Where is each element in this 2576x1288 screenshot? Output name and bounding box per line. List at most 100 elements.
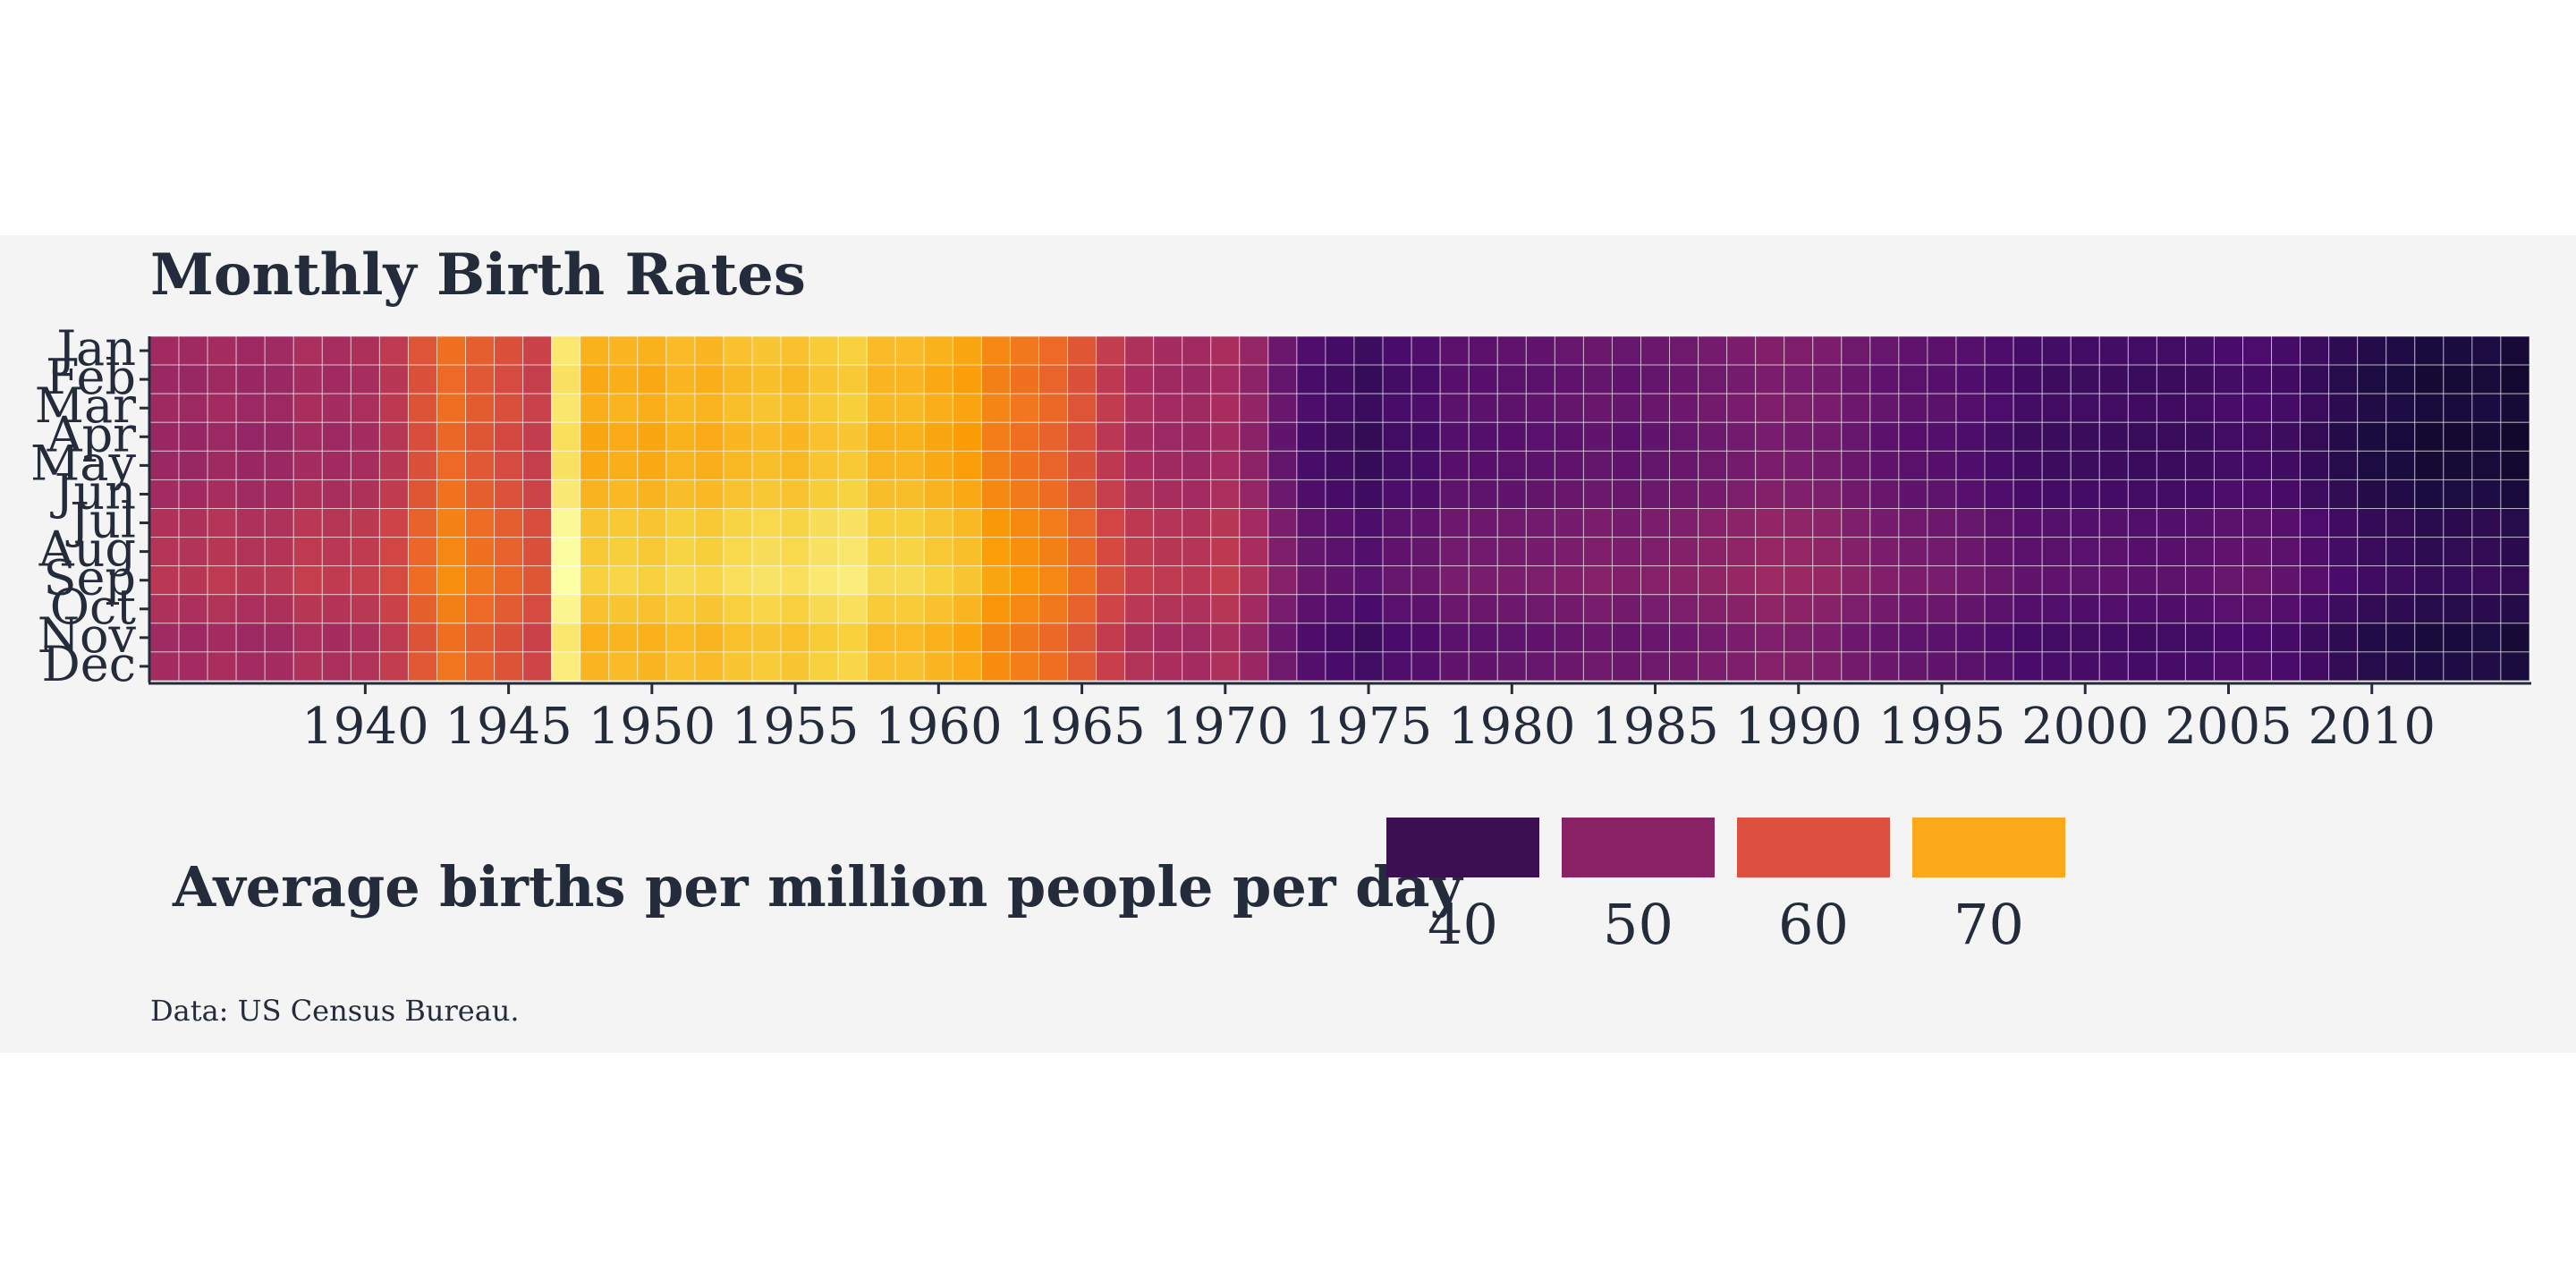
heatmap-cell: [1726, 537, 1757, 567]
heatmap-cell: [809, 508, 839, 538]
heatmap-cell: [1525, 364, 1555, 394]
x-axis: 1940 1945 1950 1955 1960 1965 1970 1975 1980 1985…: [148, 682, 2531, 756]
legend-title: Average births per million people per da…: [172, 854, 1464, 919]
heatmap-cell: [751, 421, 782, 452]
heatmap-cell: [178, 335, 208, 366]
heatmap-cell: [1468, 565, 1498, 596]
heatmap-cell: [1239, 565, 1269, 596]
heatmap-cell: [980, 537, 1011, 567]
heatmap-cell: [494, 364, 524, 394]
heatmap-cell: [1353, 565, 1384, 596]
heatmap-cell: [2012, 651, 2043, 682]
heatmap-cell: [1898, 393, 1928, 423]
heatmap-cell: [1726, 393, 1757, 423]
heatmap-cell: [894, 479, 925, 510]
heatmap-cell: [1153, 364, 1183, 394]
heatmap-cell: [2471, 421, 2502, 452]
heatmap-cell: [321, 479, 352, 510]
heatmap-cell: [2385, 393, 2416, 423]
heatmap-cell: [608, 565, 639, 596]
heatmap-cell: [2041, 537, 2072, 567]
heatmap-cell: [465, 537, 496, 567]
heatmap-cell: [436, 479, 467, 510]
heatmap-cell: [1927, 651, 1957, 682]
heatmap-cell: [2070, 479, 2100, 510]
heatmap-cell: [2184, 450, 2215, 480]
heatmap-cell: [1869, 450, 1900, 480]
heatmap-cell: [1353, 651, 1384, 682]
heatmap-cell: [1841, 508, 1871, 538]
heatmap-cell: [1038, 651, 1069, 682]
heatmap-cell: [2242, 421, 2273, 452]
heatmap-cell: [1009, 594, 1039, 624]
heatmap-cell: [2500, 393, 2530, 423]
heatmap-cell: [1496, 594, 1527, 624]
heatmap-cell: [1669, 594, 1699, 624]
legend-label: 60: [1778, 892, 1849, 957]
heatmap-cell: [2098, 335, 2129, 366]
heatmap-cell: [1582, 335, 1613, 366]
heatmap-cell: [178, 537, 208, 567]
heatmap-cell: [2357, 364, 2387, 394]
heatmap-cell: [2328, 537, 2359, 567]
heatmap-cell: [1698, 537, 1728, 567]
heatmap-cell: [837, 393, 868, 423]
heatmap-cell: [1784, 421, 1814, 452]
x-tick-label: 1970: [1162, 698, 1290, 756]
heatmap-cell: [235, 537, 266, 567]
heatmap-cell: [2070, 594, 2100, 624]
heatmap-cell: [292, 537, 323, 567]
heatmap-cell: [1124, 393, 1155, 423]
heatmap-cell: [321, 450, 352, 480]
heatmap-cell: [1353, 335, 1384, 366]
heatmap-cell: [1411, 651, 1441, 682]
heatmap-cell: [580, 364, 610, 394]
heatmap-cell: [1755, 594, 1785, 624]
x-tick-label: 2000: [2021, 698, 2149, 756]
heatmap-cell: [1325, 565, 1355, 596]
heatmap-cell: [1841, 364, 1871, 394]
legend-label: 50: [1603, 892, 1674, 957]
heatmap-cell: [1038, 479, 1069, 510]
heatmap-cell: [1267, 364, 1298, 394]
heatmap-cell: [149, 565, 180, 596]
heatmap-cell: [494, 565, 524, 596]
heatmap-cell: [1582, 565, 1613, 596]
heatmap-cell: [2070, 537, 2100, 567]
heatmap-cell: [235, 421, 266, 452]
heatmap-cell: [1669, 450, 1699, 480]
heatmap-cell: [1239, 508, 1269, 538]
heatmap-cell: [1755, 508, 1785, 538]
heatmap-cell: [2414, 421, 2445, 452]
heatmap-cell: [350, 421, 380, 452]
heatmap-cell: [1582, 594, 1613, 624]
y-tick-label: Jul: [65, 493, 136, 549]
heatmap-cell: [2300, 594, 2330, 624]
y-tick-label: Nov: [38, 607, 137, 664]
heatmap-cell: [2041, 393, 2072, 423]
heatmap-cell: [923, 623, 953, 653]
heatmap-cell: [1009, 537, 1039, 567]
heatmap-cell: [1554, 537, 1584, 567]
heatmap-cell: [2357, 508, 2387, 538]
heatmap-cell: [1554, 450, 1584, 480]
heatmap-cell: [1841, 421, 1871, 452]
heatmap-cell: [1382, 508, 1412, 538]
heatmap-cell: [2184, 479, 2215, 510]
heatmap-cell: [894, 508, 925, 538]
heatmap-cell: [1611, 393, 1642, 423]
heatmap-cell: [2471, 364, 2502, 394]
heatmap-cell: [1927, 594, 1957, 624]
heatmap-cell: [1955, 479, 1986, 510]
heatmap-cell: [780, 537, 810, 567]
heatmap-cell: [292, 565, 323, 596]
heatmap-cell: [436, 565, 467, 596]
heatmap-cell: [494, 508, 524, 538]
heatmap-cell: [407, 651, 437, 682]
heatmap-cell: [292, 421, 323, 452]
heatmap-cell: [923, 335, 953, 366]
heatmap-cell: [1009, 421, 1039, 452]
heatmap-cell: [2213, 479, 2244, 510]
heatmap-cell: [923, 651, 953, 682]
heatmap-cell: [2184, 565, 2215, 596]
